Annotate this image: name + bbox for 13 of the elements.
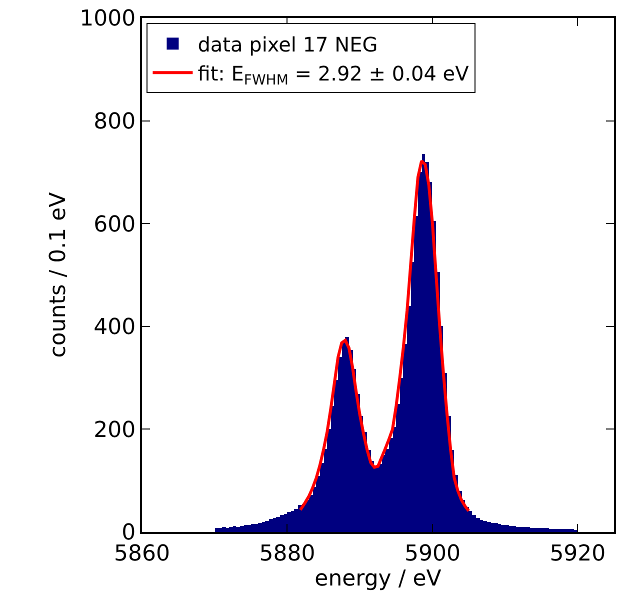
- y-axis-title: counts / 0.1 eV: [46, 192, 71, 358]
- x-axis-title: energy / eV: [314, 566, 442, 592]
- y-tick-label: 400: [94, 315, 136, 340]
- x-tick-label: 5860: [114, 541, 170, 566]
- legend-label: fit: E$_{FWHM}$ = 2.92 ± 0.04 eV: [198, 61, 470, 89]
- x-tick-label: 5920: [550, 541, 606, 566]
- y-tick-label: 200: [94, 418, 136, 443]
- x-tick-label: 5880: [259, 541, 316, 566]
- y-tick-label: 600: [94, 212, 136, 238]
- legend-label: data pixel 17 NEG: [198, 32, 378, 56]
- x-tick-label: 5900: [404, 541, 460, 566]
- y-tick-label: 800: [94, 110, 136, 134]
- y-tick-label: 1000: [80, 6, 136, 32]
